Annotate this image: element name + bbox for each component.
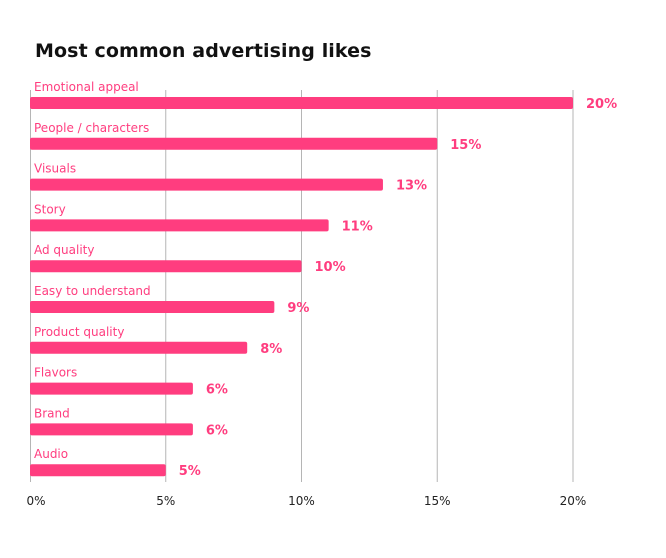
- category-label-7: Flavors: [34, 366, 77, 380]
- bar-1: [30, 137, 438, 150]
- bar-3: [30, 219, 329, 232]
- bar-0: [30, 97, 573, 109]
- value-label-9: 5%: [179, 464, 201, 479]
- bar-9: [30, 464, 166, 477]
- value-label-6: 8%: [260, 342, 282, 357]
- value-label-0: 20%: [586, 97, 617, 112]
- category-label-2: Visuals: [34, 162, 76, 176]
- bar-7: [30, 382, 193, 395]
- value-label-7: 6%: [206, 383, 228, 398]
- x-tick-label-0: 0%: [26, 494, 45, 508]
- bar-6: [30, 341, 248, 354]
- x-tick-label-3: 15%: [424, 494, 451, 508]
- bar-8: [30, 423, 193, 436]
- bar-5: [30, 301, 275, 313]
- category-label-6: Product quality: [34, 325, 124, 339]
- value-label-8: 6%: [206, 423, 228, 438]
- value-label-3: 11%: [342, 219, 373, 234]
- category-label-0: Emotional appeal: [34, 80, 139, 94]
- category-label-9: Audio: [34, 447, 68, 461]
- category-label-5: Easy to understand: [34, 284, 151, 298]
- x-tick-label-2: 10%: [288, 494, 315, 508]
- chart-title: Most common advertising likes: [35, 40, 372, 62]
- category-label-4: Ad quality: [34, 243, 94, 257]
- x-tick-label-1: 5%: [156, 494, 175, 508]
- value-label-4: 10%: [315, 260, 346, 275]
- value-label-1: 15%: [450, 138, 481, 153]
- x-tick-label-4: 20%: [560, 494, 587, 508]
- bar-2: [30, 178, 383, 191]
- bar-4: [30, 260, 302, 273]
- value-label-5: 9%: [287, 301, 309, 316]
- category-label-1: People / characters: [34, 121, 149, 135]
- category-label-3: Story: [34, 202, 66, 216]
- value-label-2: 13%: [396, 179, 427, 194]
- category-label-8: Brand: [34, 406, 70, 420]
